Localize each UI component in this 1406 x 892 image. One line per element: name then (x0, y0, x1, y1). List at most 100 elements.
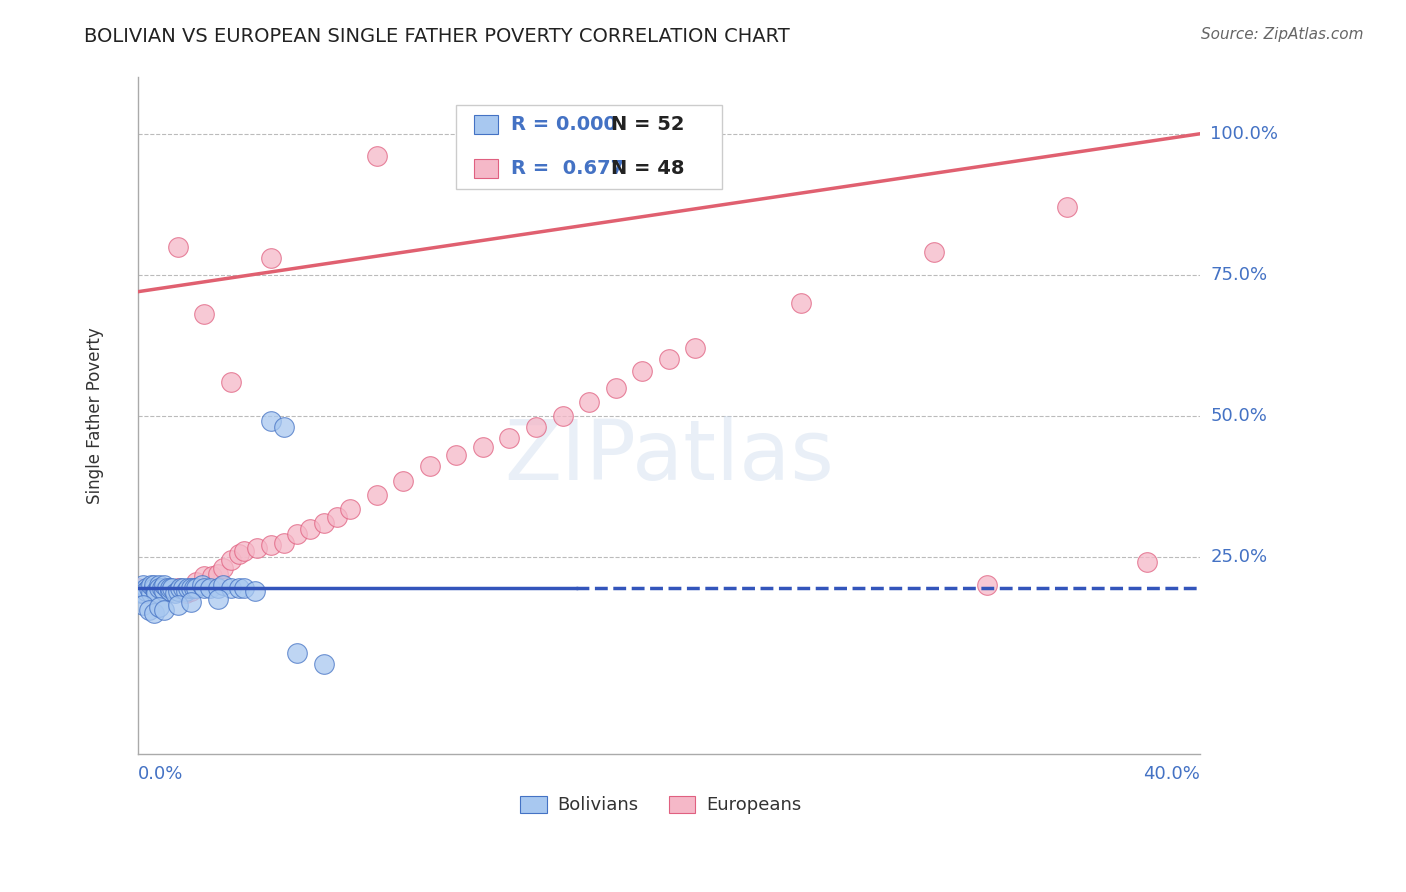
Point (471, 132, 494, 146)
Point (138, 581, 160, 595)
Text: BOLIVIAN VS EUROPEAN SINGLE FATHER POVERTY CORRELATION CHART: BOLIVIAN VS EUROPEAN SINGLE FATHER POVER… (84, 27, 790, 45)
Text: Single Father Poverty: Single Father Poverty (86, 327, 104, 504)
Point (366, 488, 388, 502)
Point (219, 552, 242, 566)
Point (498, 431, 520, 445)
Point (166, 239, 188, 253)
Point (186, 575, 208, 590)
Text: 50.0%: 50.0% (1211, 407, 1267, 425)
Point (243, 583, 266, 598)
Text: R = 0.000: R = 0.000 (510, 115, 616, 134)
Point (211, 578, 233, 592)
Text: 40.0%: 40.0% (1143, 765, 1199, 783)
Point (219, 581, 242, 595)
Point (159, 583, 181, 598)
Point (166, 581, 188, 595)
Point (339, 501, 361, 516)
Point (207, 592, 229, 607)
Point (259, 414, 281, 428)
Point (153, 581, 176, 595)
Point (186, 581, 208, 595)
Point (148, 581, 170, 595)
Point (219, 375, 242, 389)
Point (551, 409, 574, 423)
Point (790, 296, 813, 310)
Point (326, 510, 349, 524)
Point (135, 581, 157, 595)
Point (211, 561, 233, 575)
Text: N = 48: N = 48 (612, 159, 685, 178)
Point (228, 581, 250, 595)
Point (419, 459, 441, 474)
Point (578, 394, 600, 409)
Point (141, 586, 163, 600)
Point (246, 541, 269, 556)
Bar (474, 159, 498, 178)
Point (605, 380, 627, 394)
Point (177, 581, 200, 595)
Point (127, 583, 149, 598)
Point (166, 598, 188, 612)
Point (142, 578, 165, 592)
Text: Europeans: Europeans (706, 796, 801, 814)
Point (148, 578, 170, 592)
Point (285, 646, 308, 660)
Point (259, 538, 281, 552)
Text: Source: ZipAtlas.com: Source: ZipAtlas.com (1201, 27, 1364, 42)
Point (153, 578, 176, 592)
Point (198, 581, 221, 595)
Point (471, 440, 494, 454)
Point (207, 566, 229, 581)
Point (976, 578, 998, 592)
Point (142, 606, 165, 620)
Point (233, 581, 256, 595)
Point (142, 581, 165, 595)
Point (172, 581, 194, 595)
Point (392, 474, 415, 488)
Point (145, 581, 167, 595)
Text: R =  0.677: R = 0.677 (510, 159, 624, 178)
Point (180, 595, 202, 609)
Point (138, 603, 160, 617)
Point (129, 586, 152, 600)
Point (193, 569, 215, 583)
Point (524, 420, 547, 434)
Point (446, 448, 468, 462)
Point (145, 583, 167, 598)
Point (166, 583, 188, 598)
Point (922, 245, 945, 260)
Point (163, 586, 186, 600)
Point (132, 586, 155, 600)
Point (180, 583, 202, 598)
Point (1135, 555, 1157, 569)
Point (141, 578, 163, 592)
Text: Bolivians: Bolivians (557, 796, 638, 814)
Point (273, 420, 295, 434)
Bar (520, 797, 547, 814)
Point (132, 578, 155, 592)
Point (685, 341, 707, 355)
Point (259, 251, 281, 265)
Text: 25.0%: 25.0% (1211, 548, 1267, 566)
Point (159, 583, 181, 598)
Point (299, 522, 322, 536)
Point (312, 657, 335, 671)
Point (193, 307, 215, 321)
Point (273, 535, 295, 549)
Text: 75.0%: 75.0% (1211, 266, 1267, 284)
Point (153, 603, 176, 617)
Point (1056, 200, 1078, 214)
Point (150, 581, 173, 595)
Point (180, 581, 202, 595)
Point (127, 581, 149, 595)
Point (233, 544, 256, 558)
Point (201, 569, 224, 583)
Point (145, 586, 167, 600)
Text: 100.0%: 100.0% (1211, 125, 1278, 143)
Point (132, 598, 155, 612)
Point (366, 149, 388, 163)
Text: N = 52: N = 52 (612, 115, 685, 134)
Point (135, 583, 157, 598)
Point (159, 581, 181, 595)
Point (162, 581, 184, 595)
